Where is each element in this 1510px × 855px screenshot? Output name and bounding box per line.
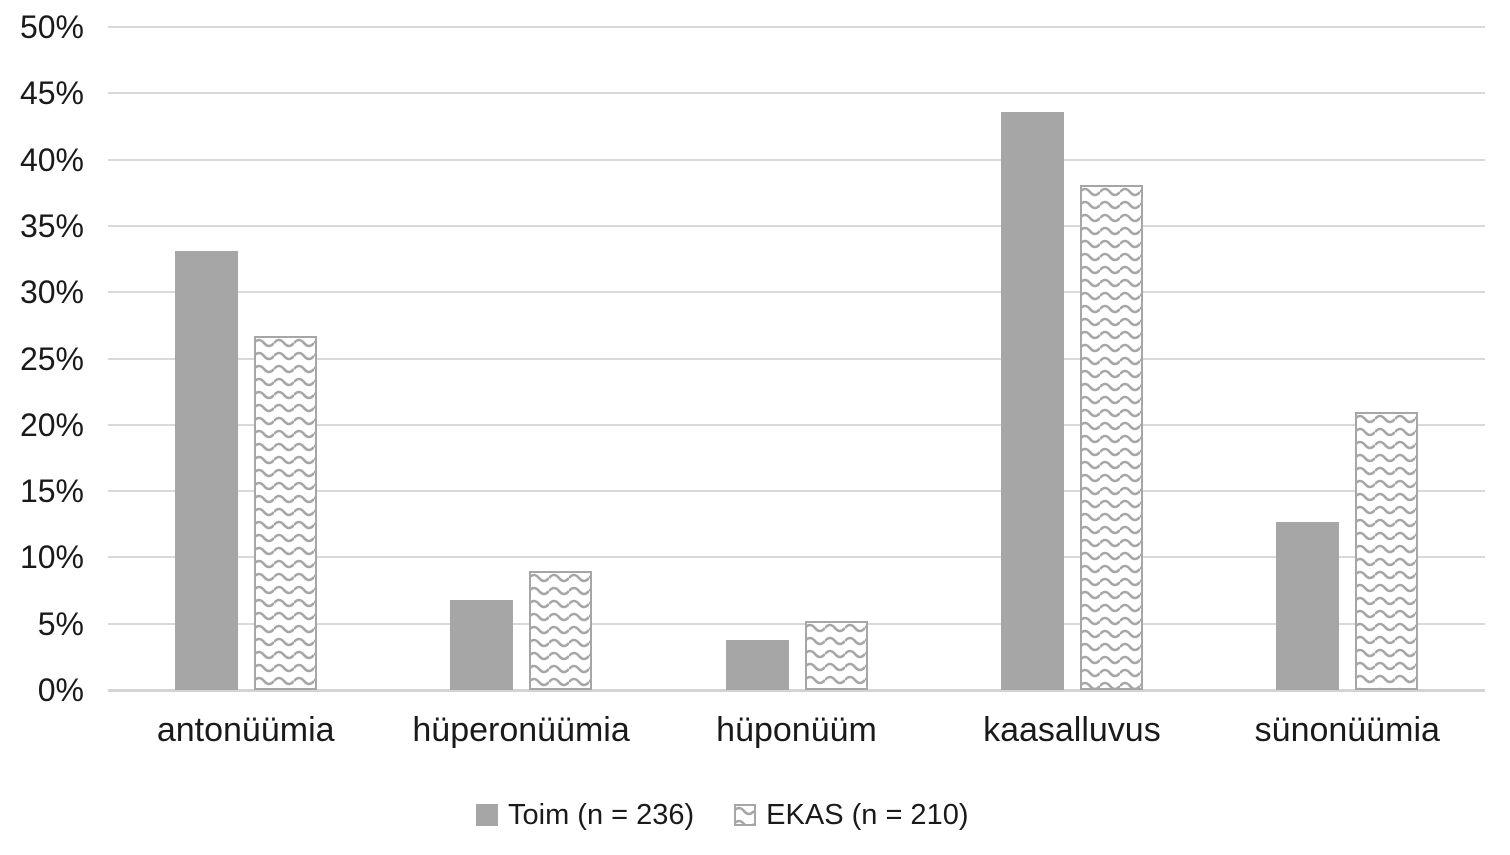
bar-ekas-hüponüüm [804,621,868,690]
legend-swatch-ekas-icon [734,804,757,826]
y-axis-label: 30% [19,274,84,311]
bar-toim-antonüümia [174,251,238,690]
bar-toim-hüponüüm [725,640,789,690]
bar-toim-sünonüümia [1276,522,1340,690]
gridline [108,357,1485,360]
gridline [108,291,1485,294]
legend-label-ekas: EKAS (n = 210) [766,799,969,831]
bar-toim-kaasalluvus [1000,112,1064,690]
y-axis-label: 15% [19,473,84,510]
x-axis-label-hüponüüm: hüponüüm [716,711,877,749]
y-axis-label: 20% [19,406,84,443]
y-axis-label: 45% [19,75,84,112]
gridline [108,26,1485,28]
gridline [108,423,1485,426]
bar-ekas-sünonüümia [1355,412,1419,690]
bar-ekas-antonüümia [253,336,317,690]
x-axis-label-antonüümia: antonüümia [156,711,335,749]
legend-swatch-toim-icon [476,804,498,826]
y-axis-label: 25% [19,340,84,377]
y-axis-label: 40% [19,141,84,178]
y-axis-label: 50% [19,9,84,45]
gridline [108,490,1485,493]
y-axis-label: 5% [37,605,84,642]
legend-item-ekas: EKAS (n = 210) [734,797,968,833]
x-axis-label-kaasalluvus: kaasalluvus [983,711,1161,749]
legend-item-toim: Toim (n = 236) [476,797,694,833]
x-axis-line [108,689,1485,692]
gridline [108,158,1485,161]
x-axis-label-sünonüümia: sünonüümia [1254,711,1440,749]
bar-ekas-kaasalluvus [1079,185,1143,690]
gridline [108,622,1485,625]
legend-label-toim: Toim (n = 236) [508,799,695,831]
x-axis-label-hüperonüümia: hüperonüümia [412,711,630,749]
bar-toim-hüperonüümia [450,600,514,690]
bar-ekas-hüperonüümia [529,571,593,690]
y-axis-label: 35% [19,207,84,244]
gridline [108,556,1485,559]
gridline [108,224,1485,227]
legend: Toim (n = 236) EKAS (n = 210) [476,797,968,833]
gridline [108,92,1485,95]
y-axis-label: 10% [19,539,84,576]
y-axis-label: 0% [37,672,84,708]
